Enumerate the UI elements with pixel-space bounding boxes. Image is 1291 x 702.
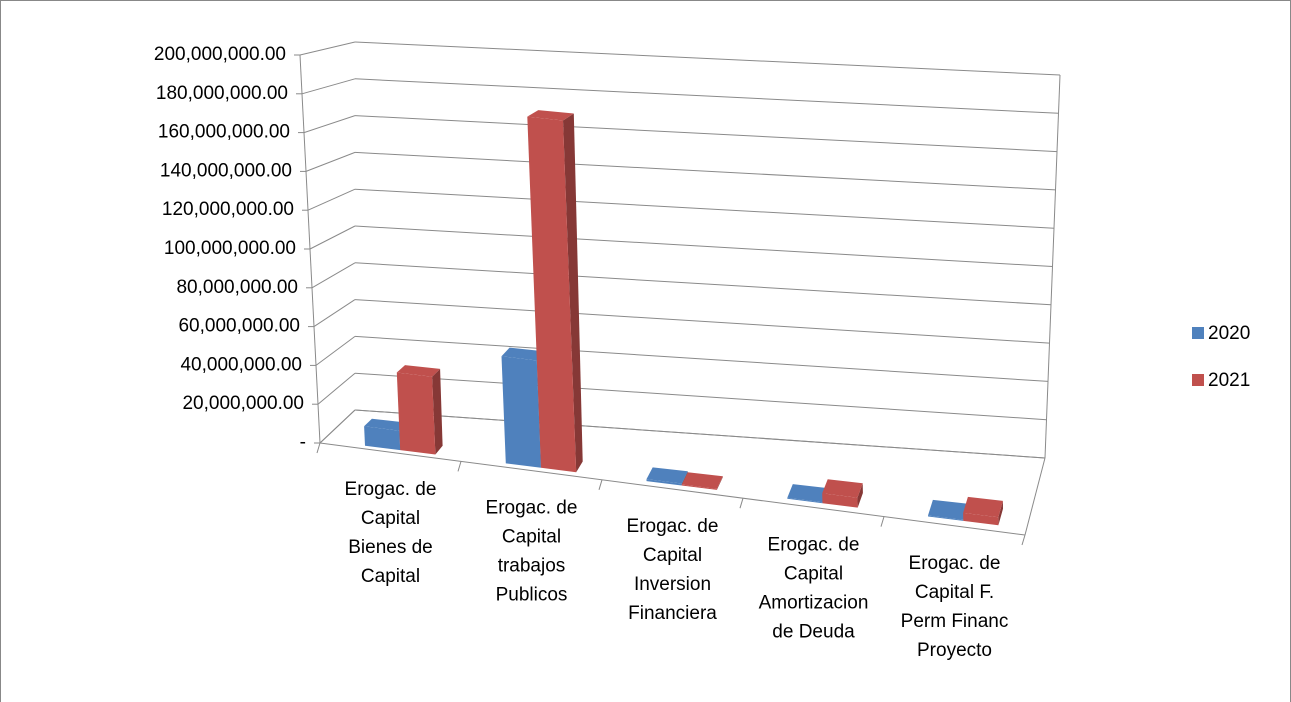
grid-line xyxy=(354,335,1049,382)
grid-line xyxy=(317,372,356,405)
bar xyxy=(646,479,682,486)
grid-line xyxy=(309,225,356,250)
grid-line xyxy=(303,115,356,134)
x-tick-label: Erogac. de Capital Bienes de Capital xyxy=(345,479,437,587)
bar-top xyxy=(928,499,968,520)
legend-label: 2021 xyxy=(1208,370,1250,391)
bar xyxy=(963,512,999,526)
grid-line xyxy=(305,151,356,172)
legend-label: 2020 xyxy=(1208,323,1250,344)
grid-line xyxy=(299,41,356,56)
y-tick-label: 180,000,000.00 xyxy=(156,83,288,104)
x-tick-label-line: Proyecto xyxy=(917,640,992,661)
x-tick-label-line: Erogac. de xyxy=(768,534,860,555)
axis-line xyxy=(354,409,1046,459)
axis-line xyxy=(299,54,321,444)
grid-line xyxy=(354,225,1053,267)
bar-top xyxy=(646,467,688,484)
x-tick-label-line: Capital xyxy=(784,563,843,584)
x-tick-label: Erogac. de Capital trabajos Publicos xyxy=(486,498,578,606)
axis-line xyxy=(319,442,1026,536)
bar-top xyxy=(787,484,828,503)
x-tick-label-line: Amortizacion xyxy=(759,592,869,613)
x-tick-label-line: Capital xyxy=(361,508,420,529)
x-tick-label-line: Erogac. de xyxy=(345,479,437,500)
bar-side xyxy=(716,476,723,490)
bar xyxy=(501,356,541,468)
bar xyxy=(681,484,717,490)
x-tick-mark xyxy=(880,516,885,527)
grid-line xyxy=(354,372,1047,421)
bar-side xyxy=(857,483,863,508)
grid-line xyxy=(313,299,356,328)
y-tick-label: - xyxy=(300,432,306,453)
x-tick-mark xyxy=(316,442,321,454)
bar-side xyxy=(998,500,1003,526)
bar-top xyxy=(963,496,1003,518)
bar-top xyxy=(527,110,574,121)
x-tick-label-line: Erogac. de xyxy=(909,553,1001,574)
y-tick-label: 120,000,000.00 xyxy=(162,199,294,220)
bar xyxy=(396,372,436,455)
y-tick-label: 60,000,000.00 xyxy=(178,316,300,337)
legend-swatch xyxy=(1192,327,1204,339)
y-tick-label: 160,000,000.00 xyxy=(158,122,290,143)
x-tick-label-line: Capital F. xyxy=(915,582,994,603)
axis-line xyxy=(1024,457,1046,536)
grid-line xyxy=(307,188,356,211)
x-tick-mark xyxy=(1021,534,1026,546)
x-tick-mark xyxy=(739,498,744,509)
grid-line xyxy=(354,188,1055,229)
legend-swatch xyxy=(1192,374,1204,386)
grid-line xyxy=(311,262,356,289)
x-tick-label-line: trabajos xyxy=(498,556,566,577)
x-tick-label-line: Erogac. de xyxy=(627,516,719,537)
grid-line xyxy=(354,151,1056,191)
x-tick-label-line: Capital xyxy=(361,566,420,587)
x-tick-mark xyxy=(457,461,462,472)
x-tick-label-line: de Deuda xyxy=(772,621,855,642)
x-tick-label-line: Bienes de xyxy=(348,537,433,558)
y-tick-label: 100,000,000.00 xyxy=(164,238,296,259)
x-tick-label-line: Perm Financ xyxy=(901,611,1009,632)
y-tick-label: 20,000,000.00 xyxy=(182,393,304,414)
x-tick-label-line: Inversion xyxy=(634,574,711,595)
bar-side xyxy=(563,113,583,473)
grid-line xyxy=(315,335,356,366)
x-tick-label-line: Capital xyxy=(502,527,561,548)
x-tick-label: Erogac. de Capital F. Perm Financ Proyecto xyxy=(901,553,1009,661)
grid-line xyxy=(354,299,1050,344)
bar-top xyxy=(501,347,545,361)
grid-line xyxy=(301,78,356,95)
bar-top xyxy=(364,418,407,431)
grid-line xyxy=(354,78,1059,114)
bar-side xyxy=(432,368,443,455)
x-tick-label-line: Publicos xyxy=(496,585,568,606)
grid-line xyxy=(354,115,1058,153)
grid-line xyxy=(354,262,1052,306)
x-tick-mark xyxy=(598,479,603,490)
axis-line xyxy=(1044,74,1061,459)
grid-line xyxy=(354,41,1061,76)
y-tick-label: 140,000,000.00 xyxy=(160,160,292,181)
x-tick-label-line: Capital xyxy=(643,545,702,566)
bar-top xyxy=(396,365,441,377)
bar xyxy=(364,426,401,451)
bar xyxy=(928,515,964,521)
x-tick-label: Erogac. de Capital Amortizacion de Deuda xyxy=(759,534,869,642)
bar-top xyxy=(681,472,723,489)
x-tick-label: Erogac. de Capital Inversion Financiera xyxy=(627,516,719,624)
bar xyxy=(822,493,858,508)
y-tick-label: 40,000,000.00 xyxy=(180,354,302,375)
bar-top xyxy=(822,479,863,498)
bar xyxy=(527,116,577,473)
y-tick-label: 200,000,000.00 xyxy=(154,44,286,65)
y-tick-label: 80,000,000.00 xyxy=(176,277,298,298)
x-tick-label-line: Financiera xyxy=(628,603,717,624)
bar xyxy=(787,497,823,504)
x-tick-label-line: Erogac. de xyxy=(486,498,578,519)
axis-line xyxy=(319,409,356,444)
